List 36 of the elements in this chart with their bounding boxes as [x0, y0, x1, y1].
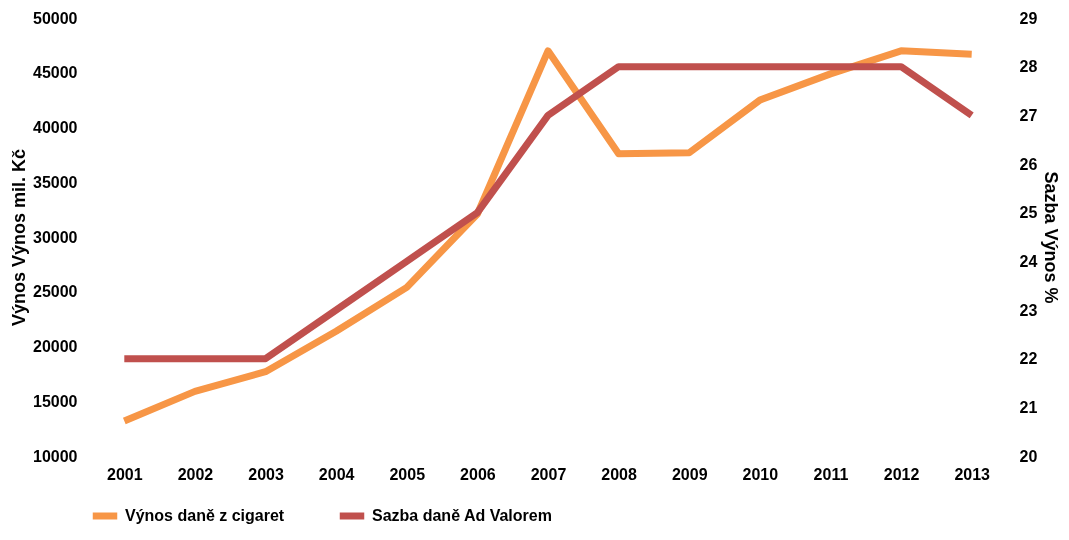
y-tick-label: 35000 [33, 173, 78, 191]
y-tick-label: 25000 [33, 283, 78, 301]
x-tick-label: 2011 [813, 465, 849, 483]
x-tick-label: 2013 [954, 465, 991, 483]
y2-tick-label: 23 [1019, 301, 1038, 319]
y2-tick-label: 26 [1019, 155, 1038, 173]
y2-tick-label: 28 [1019, 58, 1038, 76]
y-axis-title: Výnos Výnos mil. Kč [9, 148, 30, 327]
y-tick-label: 20000 [33, 338, 78, 355]
y-tick-label: 40000 [33, 119, 78, 136]
x-tick-label: 2004 [318, 465, 355, 483]
x-tick-label: 2010 [742, 465, 779, 483]
x-tick-label: 2009 [671, 465, 708, 483]
y2-tick-label: 21 [1019, 398, 1038, 416]
x-tick-label: 2007 [530, 465, 567, 483]
y2-tick-label: 24 [1019, 252, 1038, 270]
y2-tick-label: 22 [1019, 350, 1038, 368]
y-tick-label: 15000 [33, 392, 78, 410]
y2-tick-label: 29 [1019, 9, 1038, 27]
y-tick-label: 45000 [33, 64, 78, 82]
x-tick-label: 2012 [883, 465, 920, 483]
x-tick-label: 2008 [601, 465, 638, 483]
y2-tick-label: 25 [1019, 204, 1038, 222]
x-tick-label: 2005 [389, 465, 426, 483]
y-tick-label: 50000 [33, 9, 78, 27]
y-tick-label: 30000 [33, 228, 78, 246]
x-tick-label: 2006 [460, 465, 496, 483]
y2-tick-label: 27 [1019, 106, 1038, 124]
x-tick-label: 2003 [248, 465, 284, 483]
legend-label: Sazba daně Ad Valorem [372, 507, 552, 524]
x-tick-label: 2002 [177, 465, 214, 483]
y-tick-label: 10000 [33, 447, 78, 465]
y2-axis-title: Sazba Výnos % [1041, 171, 1062, 304]
x-tick-label: 2001 [107, 465, 143, 483]
y2-tick-label: 20 [1019, 447, 1038, 465]
legend-label: Výnos daně z cigaret [125, 507, 285, 524]
